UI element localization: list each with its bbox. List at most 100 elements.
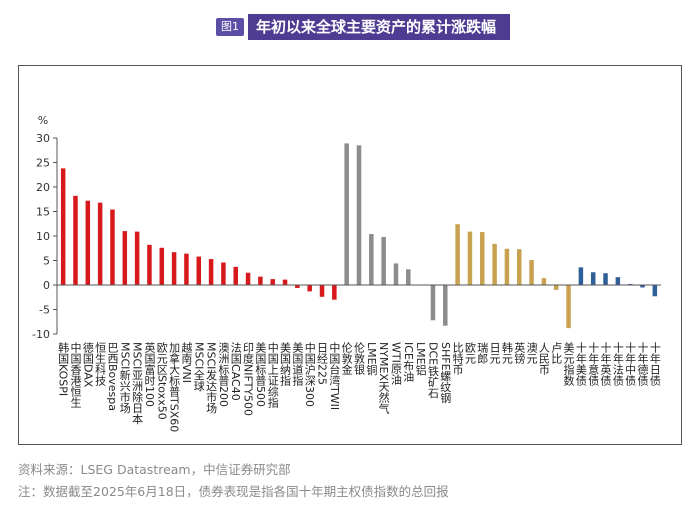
bar: [221, 262, 226, 285]
bar: [233, 266, 238, 285]
bar: [85, 200, 91, 285]
bar: [578, 267, 584, 285]
bar: [295, 285, 300, 288]
bar-chart: % -10 -5 0 5 10 15 20 25 30 韩国KOSPI 中国香港恒生 德国DAX 恒生科技…: [32, 114, 661, 432]
bar: [430, 285, 436, 321]
category-label: 美国纳指: [279, 342, 292, 387]
category-label: 日经225: [316, 342, 329, 385]
category-label: 伦敦金: [340, 341, 353, 375]
category-label: ICE布油: [402, 342, 415, 382]
bar: [344, 143, 349, 285]
figure-title: 年初以来全球主要资产的累计涨跌幅: [248, 14, 511, 40]
category-label: 德国DAX: [81, 341, 94, 388]
y-tick-label: -5: [39, 304, 50, 317]
bar: [443, 285, 448, 326]
category-label: 巴西Bovespa: [106, 342, 119, 411]
bar: [97, 202, 103, 285]
category-label: MSCI亚洲除日本: [131, 342, 144, 425]
bar: [603, 273, 608, 285]
bar: [171, 252, 177, 285]
category-label: 十年德债: [636, 341, 649, 387]
source-note: 资料来源：LSEG Datastream，中信证券研究部: [18, 462, 291, 477]
category-label: 韩国KOSPI: [57, 341, 70, 396]
category-label: 澳洲标普200: [217, 342, 230, 407]
bar: [615, 277, 621, 285]
category-label: 恒生科技: [94, 342, 107, 387]
category-label: 卢比: [550, 342, 563, 364]
bar: [553, 285, 559, 290]
figure-tag: 图1: [216, 18, 244, 36]
category-label: 澳元: [525, 342, 538, 364]
bar: [455, 224, 460, 285]
category-label: WTI原油: [389, 342, 402, 385]
category-label: 法国CAC40: [229, 341, 242, 401]
category-label: NYMEX天然气: [377, 342, 390, 414]
bar: [196, 256, 202, 285]
bar: [307, 285, 312, 292]
bar: [122, 231, 128, 285]
y-tick-label: 30: [36, 132, 50, 145]
category-label: MSCI发达市场: [205, 342, 218, 414]
category-label: MSCI全球: [192, 342, 205, 391]
bar: [516, 249, 522, 285]
y-tick-label: 20: [36, 181, 50, 194]
category-label: SHFE螺纹钢: [439, 342, 452, 404]
bar: [393, 263, 399, 285]
category-label: 韩元: [500, 341, 513, 364]
category-label: 伦敦银: [353, 341, 366, 376]
category-label: 中国沪深300: [303, 342, 316, 407]
category-label: 比特币: [451, 342, 464, 376]
bar: [492, 243, 497, 285]
bar: [640, 285, 645, 288]
bar: [270, 279, 275, 285]
category-label: 越南VNI: [180, 341, 193, 383]
bar: [369, 234, 374, 285]
bar: [590, 272, 596, 285]
category-label: 十年美债: [574, 341, 587, 387]
y-tick-label: 25: [36, 157, 50, 170]
category-label: 中国香港恒生: [69, 342, 82, 408]
category-label: 欧元区Stoxx50: [155, 342, 168, 420]
bar: [332, 285, 337, 300]
bar: [282, 279, 288, 285]
bar: [381, 236, 386, 285]
bar: [110, 209, 115, 285]
category-label: 中国台湾TWII: [328, 342, 341, 410]
bar: [73, 195, 78, 285]
category-label: 十年意债: [587, 341, 600, 387]
bar: [356, 145, 362, 285]
category-label: 十年日债: [648, 341, 661, 387]
category-label: 英镑: [513, 341, 526, 365]
category-label: 十年法债: [611, 341, 624, 387]
bar: [541, 278, 547, 285]
category-label: DCE铁矿石: [426, 342, 439, 398]
category-label: 美国标普500: [254, 342, 267, 407]
bar: [529, 260, 534, 285]
y-tick-label: 10: [36, 230, 50, 243]
bar: [147, 244, 152, 285]
bar: [504, 248, 510, 285]
bar: [208, 259, 214, 285]
category-label: 印度NIFTY500: [242, 342, 255, 416]
bar: [258, 276, 263, 285]
bar: [60, 168, 66, 285]
category-label: 美国道指: [291, 342, 304, 387]
bar: [319, 285, 325, 297]
y-tick-label: 15: [36, 206, 50, 219]
bar: [406, 269, 411, 285]
category-label: 瑞郎: [476, 341, 489, 364]
y-tick-label: 0: [43, 279, 50, 292]
bar: [134, 231, 140, 285]
category-label: 中国上证综指: [266, 342, 279, 409]
y-tick-label: -10: [32, 328, 50, 341]
bar: [245, 272, 251, 285]
footnote-note: 注：数据截至2025年6月18日，债券表现是指各国十年期主权债指数的总回报: [18, 484, 449, 499]
category-label: 人民币: [537, 342, 550, 376]
figure-header: 图1 年初以来全球主要资产的累计涨跌幅: [0, 14, 700, 40]
category-label: 欧元: [463, 342, 476, 364]
category-label: 十年中债: [624, 341, 637, 387]
y-axis-unit: %: [38, 114, 48, 127]
y-tick-label: 5: [43, 255, 50, 268]
category-label: 日元: [488, 342, 501, 364]
bar: [566, 285, 571, 329]
